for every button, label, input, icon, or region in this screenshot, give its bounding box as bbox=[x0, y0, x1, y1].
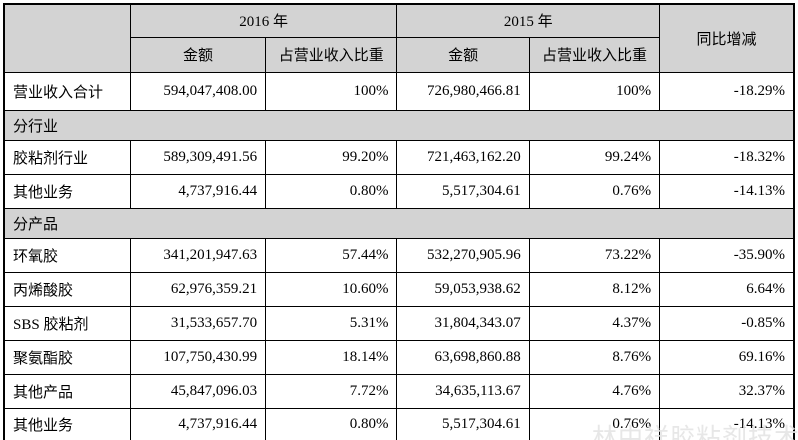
share-2015: 0.76% bbox=[528, 407, 661, 440]
amount-2016: 107,750,430.99 bbox=[129, 339, 267, 375]
amount-2016: 45,847,096.03 bbox=[129, 373, 267, 409]
yoy-change: -14.13% bbox=[659, 173, 795, 209]
row-sbs-adhesive: SBS 胶粘剂 31,533,657.70 5.31% 31,804,343.0… bbox=[3, 305, 795, 341]
section-label: 分产品 bbox=[3, 207, 795, 239]
header-year-2016: 2016 年 bbox=[129, 3, 398, 38]
section-label: 分行业 bbox=[3, 109, 795, 141]
share-2016: 5.31% bbox=[265, 305, 398, 341]
share-2016: 99.20% bbox=[265, 139, 398, 175]
revenue-breakdown-table: 2016 年 2015 年 同比增减 金额 占营业收入比重 金额 占营业收入比重… bbox=[3, 3, 795, 440]
amount-2016: 62,976,359.21 bbox=[129, 271, 267, 307]
share-2016: 100% bbox=[265, 71, 398, 111]
row-adhesive-industry: 胶粘剂行业 589,309,491.56 99.20% 721,463,162.… bbox=[3, 139, 795, 175]
yoy-change: -0.85% bbox=[659, 305, 795, 341]
share-2015: 8.76% bbox=[528, 339, 661, 375]
header-share-2016: 占营业收入比重 bbox=[265, 36, 398, 73]
header-yoy-change: 同比增减 bbox=[659, 3, 795, 73]
row-total-revenue: 营业收入合计 594,047,408.00 100% 726,980,466.8… bbox=[3, 71, 795, 111]
header-amount-2015: 金额 bbox=[396, 36, 530, 73]
share-2016: 57.44% bbox=[265, 237, 398, 273]
amount-2015: 726,980,466.81 bbox=[396, 71, 530, 111]
amount-2015: 31,804,343.07 bbox=[396, 305, 530, 341]
row-other-business-product: 其他业务 4,737,916.44 0.80% 5,517,304.61 0.7… bbox=[3, 407, 795, 440]
row-label: 其他业务 bbox=[3, 173, 131, 209]
corner-blank-cell bbox=[3, 3, 131, 73]
share-2015: 8.12% bbox=[528, 271, 661, 307]
amount-2016: 589,309,491.56 bbox=[129, 139, 267, 175]
amount-2015: 5,517,304.61 bbox=[396, 173, 530, 209]
row-label: 营业收入合计 bbox=[3, 71, 131, 111]
share-2015: 73.22% bbox=[528, 237, 661, 273]
share-2016: 0.80% bbox=[265, 407, 398, 440]
header-amount-2016: 金额 bbox=[129, 36, 267, 73]
row-label: 其他业务 bbox=[3, 407, 131, 440]
row-polyurethane-adhesive: 聚氨酯胶 107,750,430.99 18.14% 63,698,860.88… bbox=[3, 339, 795, 375]
row-label: 聚氨酯胶 bbox=[3, 339, 131, 375]
amount-2015: 63,698,860.88 bbox=[396, 339, 530, 375]
row-label: 胶粘剂行业 bbox=[3, 139, 131, 175]
amount-2015: 721,463,162.20 bbox=[396, 139, 530, 175]
yoy-change: -18.32% bbox=[659, 139, 795, 175]
header-row-measures: 金额 占营业收入比重 金额 占营业收入比重 bbox=[4, 36, 794, 73]
amount-2016: 4,737,916.44 bbox=[129, 173, 267, 209]
yoy-change: 32.37% bbox=[659, 373, 795, 409]
yoy-change: -14.13% bbox=[659, 407, 795, 440]
share-2015: 100% bbox=[528, 71, 661, 111]
share-2016: 18.14% bbox=[265, 339, 398, 375]
amount-2015: 532,270,905.96 bbox=[396, 237, 530, 273]
row-label: 环氧胶 bbox=[3, 237, 131, 273]
amount-2016: 341,201,947.63 bbox=[129, 237, 267, 273]
share-2015: 4.37% bbox=[528, 305, 661, 341]
share-2015: 99.24% bbox=[528, 139, 661, 175]
row-label: SBS 胶粘剂 bbox=[3, 305, 131, 341]
share-2016: 7.72% bbox=[265, 373, 398, 409]
amount-2015: 34,635,113.67 bbox=[396, 373, 530, 409]
yoy-change: 6.64% bbox=[659, 271, 795, 307]
row-label: 其他产品 bbox=[3, 373, 131, 409]
row-other-business-industry: 其他业务 4,737,916.44 0.80% 5,517,304.61 0.7… bbox=[3, 173, 795, 209]
section-row-by-industry: 分行业 bbox=[3, 109, 795, 141]
yoy-change: -35.90% bbox=[659, 237, 795, 273]
section-row-by-product: 分产品 bbox=[3, 207, 795, 239]
header-row-years: 2016 年 2015 年 同比增减 bbox=[3, 3, 795, 73]
share-2015: 4.76% bbox=[528, 373, 661, 409]
header-share-2015: 占营业收入比重 bbox=[528, 36, 661, 73]
row-label: 丙烯酸胶 bbox=[3, 271, 131, 307]
amount-2016: 31,533,657.70 bbox=[129, 305, 267, 341]
row-other-products: 其他产品 45,847,096.03 7.72% 34,635,113.67 4… bbox=[3, 373, 795, 409]
row-epoxy-adhesive: 环氧胶 341,201,947.63 57.44% 532,270,905.96… bbox=[3, 237, 795, 273]
share-2016: 0.80% bbox=[265, 173, 398, 209]
share-2016: 10.60% bbox=[265, 271, 398, 307]
amount-2015: 59,053,938.62 bbox=[396, 271, 530, 307]
amount-2015: 5,517,304.61 bbox=[396, 407, 530, 440]
yoy-change: -18.29% bbox=[659, 71, 795, 111]
amount-2016: 594,047,408.00 bbox=[129, 71, 267, 111]
row-acrylic-adhesive: 丙烯酸胶 62,976,359.21 10.60% 59,053,938.62 … bbox=[3, 271, 795, 307]
share-2015: 0.76% bbox=[528, 173, 661, 209]
header-year-2015: 2015 年 bbox=[396, 3, 661, 38]
yoy-change: 69.16% bbox=[659, 339, 795, 375]
amount-2016: 4,737,916.44 bbox=[129, 407, 267, 440]
